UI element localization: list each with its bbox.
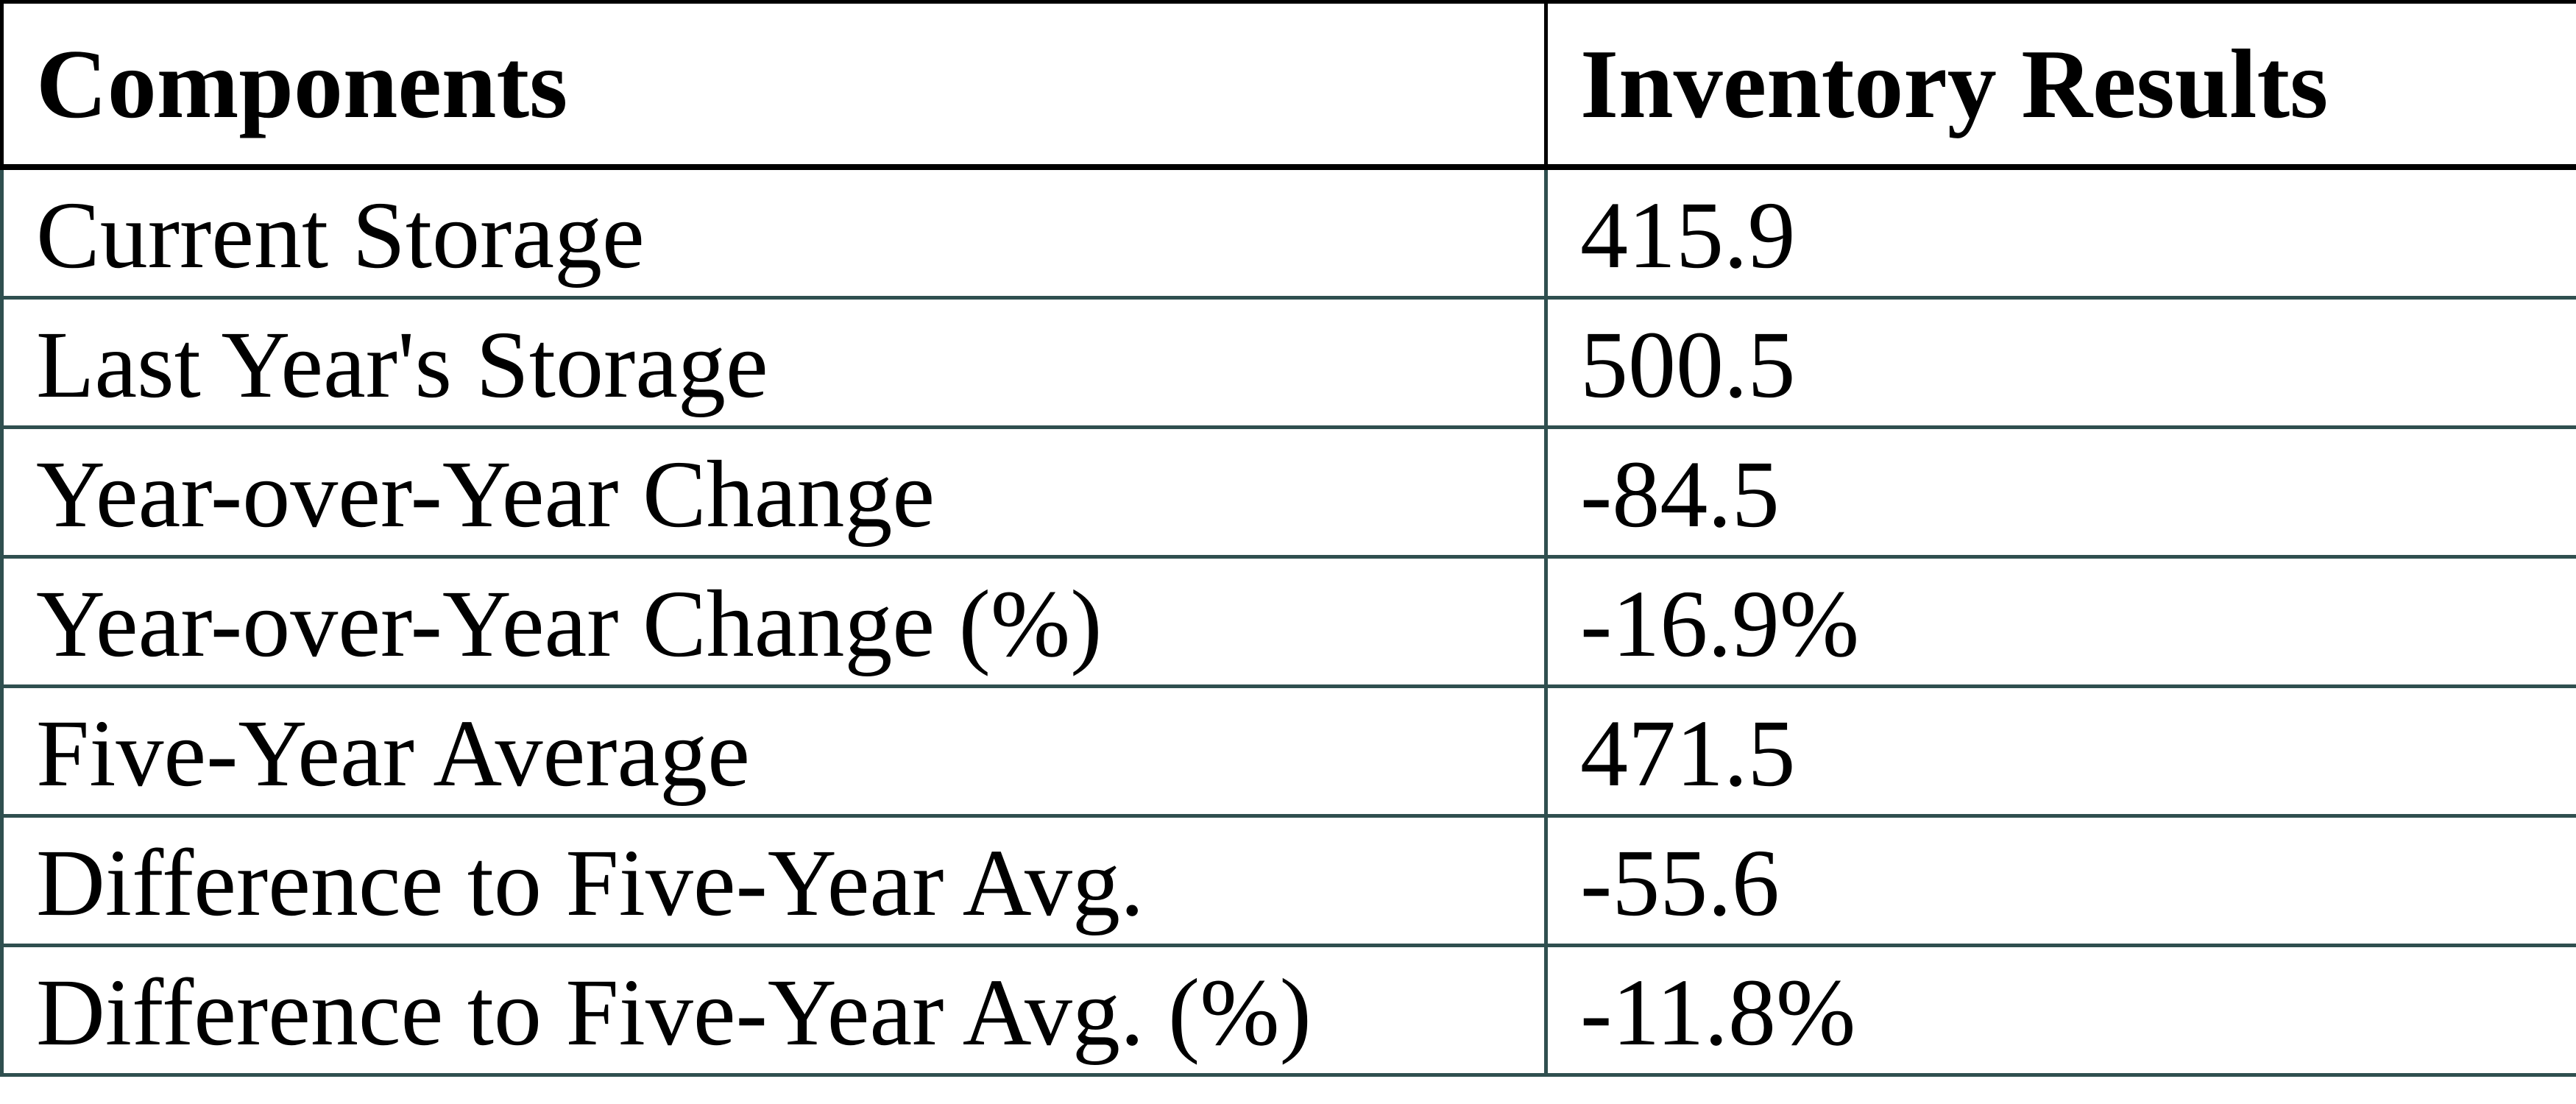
row-label: Last Year's Storage — [0, 296, 1548, 429]
row-value: 471.5 — [1544, 684, 2576, 818]
row-value: -84.5 — [1544, 425, 2576, 559]
header-row: Components Inventory Results — [0, 0, 2576, 170]
row-value: -55.6 — [1544, 814, 2576, 947]
table-row: Difference to Five-Year Avg. -55.6 — [0, 814, 2576, 947]
table-row: Five-Year Average 471.5 — [0, 684, 2576, 818]
row-value: -16.9% — [1544, 555, 2576, 688]
row-label: Year-over-Year Change (%) — [0, 555, 1548, 688]
row-label: Difference to Five-Year Avg. — [0, 814, 1548, 947]
table-row: Last Year's Storage 500.5 — [0, 296, 2576, 429]
row-value: 415.9 — [1544, 165, 2576, 300]
table-row: Year-over-Year Change (%) -16.9% — [0, 555, 2576, 688]
row-value: 500.5 — [1544, 296, 2576, 429]
table-row: Year-over-Year Change -84.5 — [0, 425, 2576, 559]
row-label: Year-over-Year Change — [0, 425, 1548, 559]
row-value: -11.8% — [1544, 944, 2576, 1077]
row-label: Five-Year Average — [0, 684, 1548, 818]
header-cell-components: Components — [0, 0, 1548, 170]
inventory-table: Components Inventory Results Current Sto… — [0, 0, 2576, 1077]
table-row: Difference to Five-Year Avg. (%) -11.8% — [0, 944, 2576, 1077]
row-label: Current Storage — [0, 165, 1548, 300]
table-row: Current Storage 415.9 — [0, 165, 2576, 300]
header-cell-inventory-results: Inventory Results — [1544, 0, 2576, 170]
row-label: Difference to Five-Year Avg. (%) — [0, 944, 1548, 1077]
